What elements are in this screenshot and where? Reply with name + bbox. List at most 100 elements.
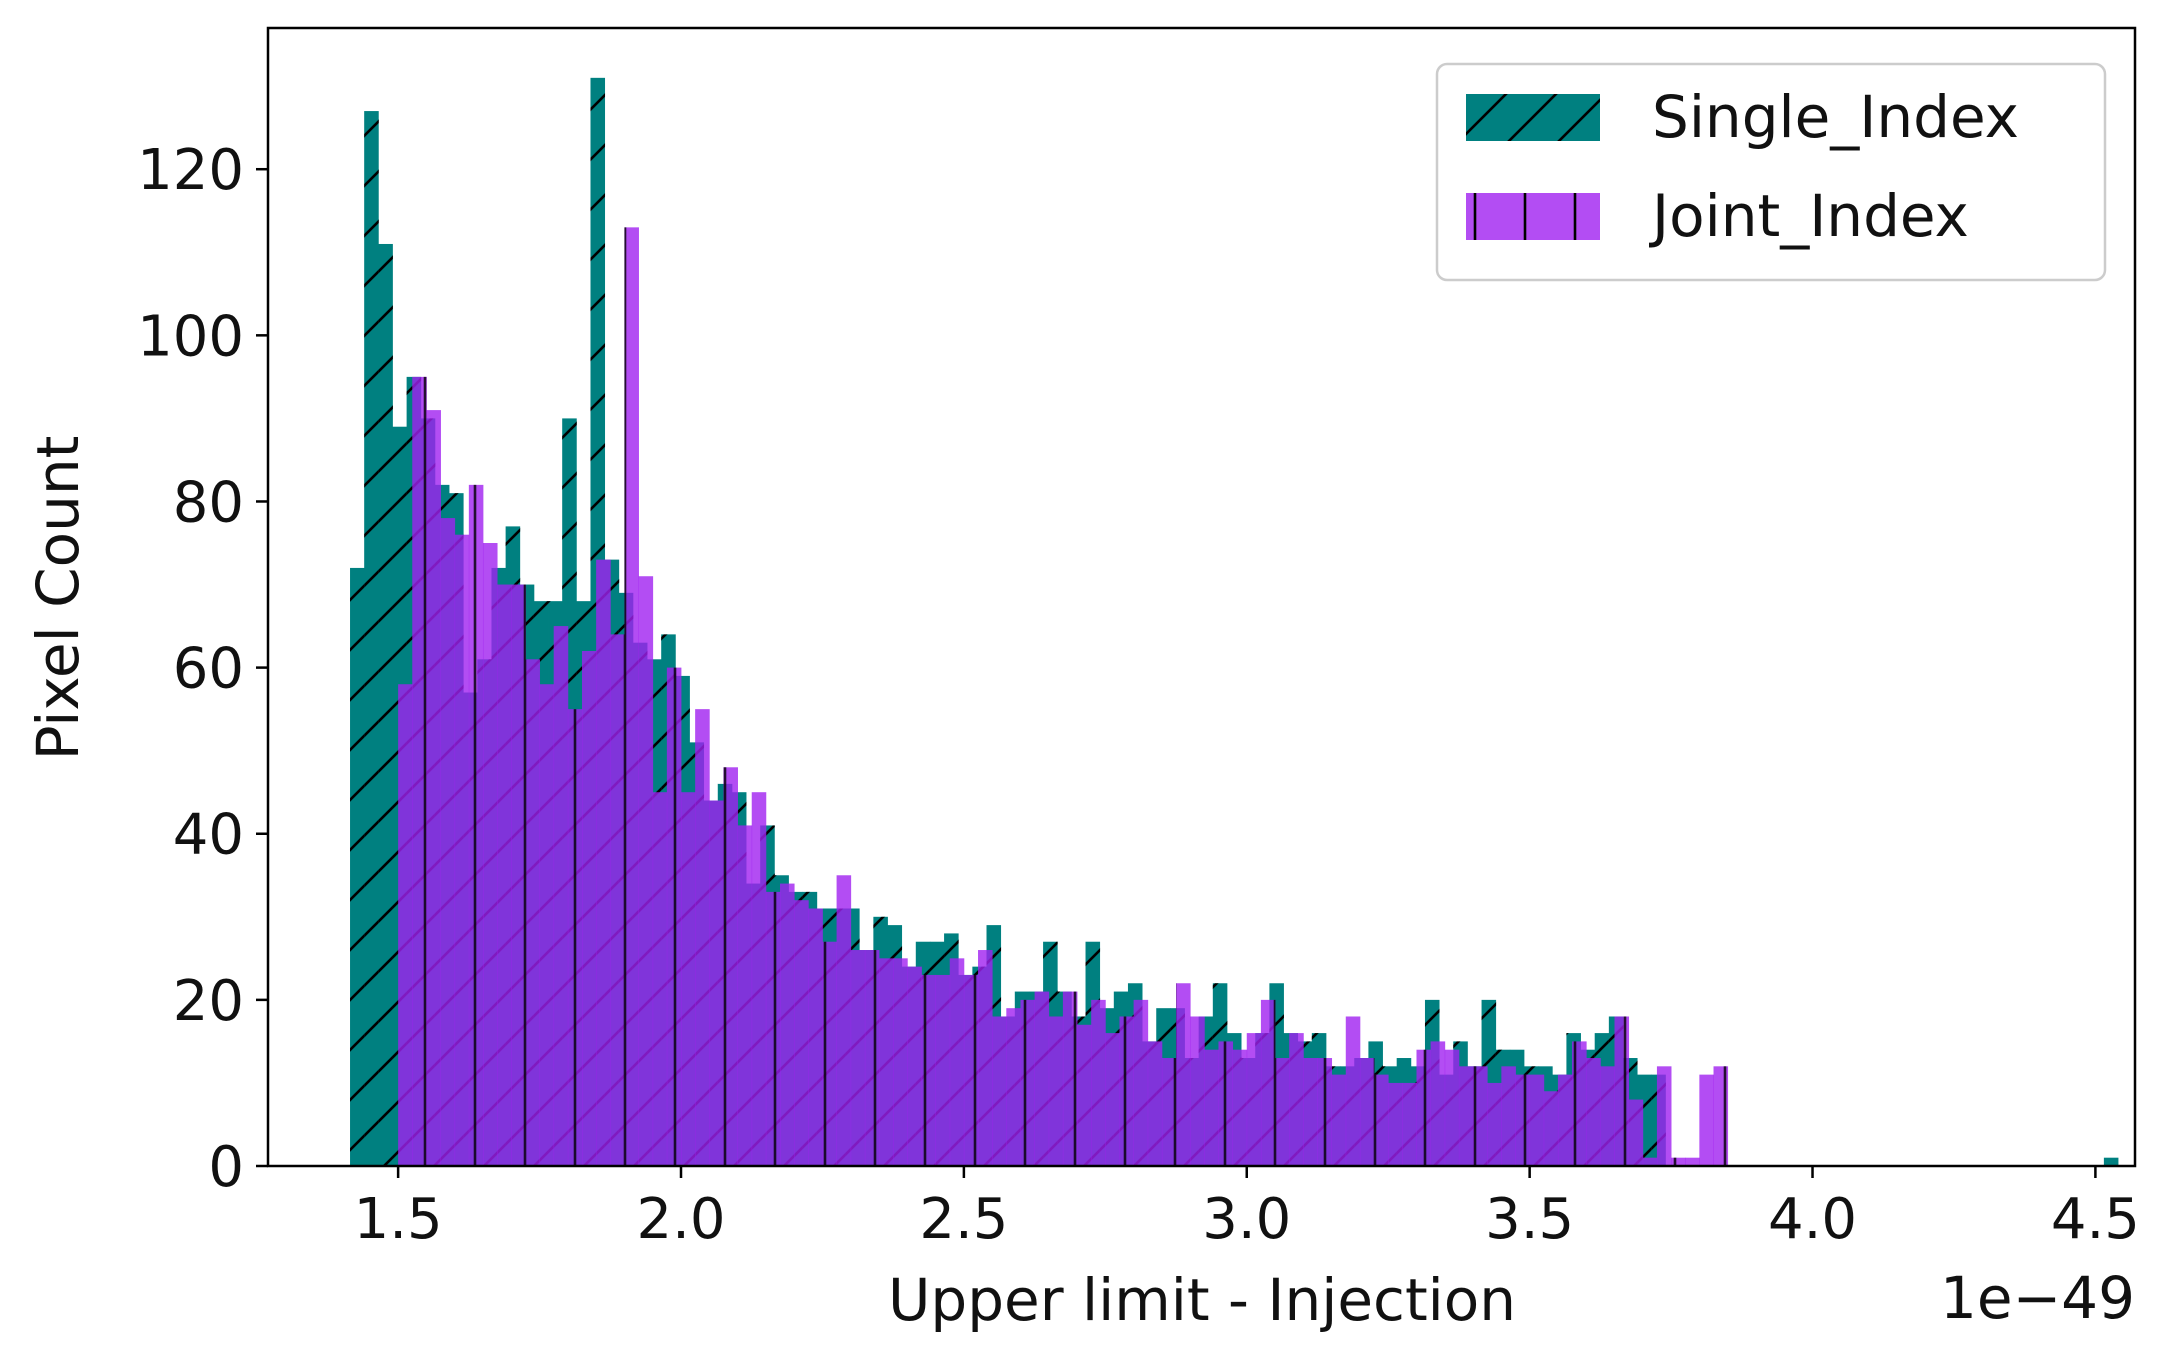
- bar-hatch-joint-index: [1473, 1066, 1488, 1166]
- bar-hatch-joint-index: [1572, 1041, 1587, 1166]
- x-tick-label: 3.5: [1485, 1187, 1574, 1252]
- bar-hatch-joint-index: [1246, 1033, 1262, 1166]
- legend-hatch-joint-index: [1466, 193, 1600, 240]
- bar-hatch-joint-index: [1458, 1066, 1474, 1166]
- x-tick-label: 4.5: [2051, 1187, 2140, 1252]
- bar-hatch-joint-index: [596, 559, 611, 1166]
- bar-hatch-joint-index: [1275, 1058, 1290, 1166]
- bar-hatch-joint-index: [1628, 1099, 1644, 1166]
- bar-hatch-joint-index: [1091, 999, 1106, 1166]
- x-tick-label: 3.0: [1202, 1187, 1291, 1252]
- bar-hatch-joint-index: [1331, 1074, 1347, 1166]
- legend: Single_Index Joint_Index: [1435, 62, 2107, 282]
- legend-label-single-index: Single_Index: [1652, 83, 2019, 151]
- bar-hatch-joint-index: [681, 792, 696, 1166]
- x-axis-label: Upper limit - Injection: [888, 1266, 1516, 1334]
- y-tick-label: 0: [208, 1135, 244, 1200]
- bar-hatch-joint-index: [1204, 1049, 1219, 1166]
- bar-hatch-joint-index: [539, 684, 555, 1166]
- bar-hatch-joint-index: [1416, 1049, 1432, 1166]
- bar-hatch-joint-index: [1614, 1016, 1630, 1166]
- bar-hatch-joint-index: [1006, 1008, 1021, 1166]
- bar-hatch-joint-index: [1374, 1074, 1389, 1166]
- bar-hatch-joint-index: [1543, 1091, 1559, 1166]
- bar-hatch-joint-index: [482, 543, 498, 1166]
- bar-hatch-joint-index: [1345, 1016, 1361, 1166]
- bar-hatch-joint-index: [666, 667, 682, 1166]
- bar-hatch-joint-index: [525, 659, 540, 1166]
- bar-hatch-joint-index: [1501, 1066, 1516, 1166]
- x-tick-label: 2.5: [919, 1187, 1008, 1252]
- bar-hatch-joint-index: [1713, 1066, 1729, 1166]
- bar-hatch-joint-index: [794, 900, 809, 1166]
- y-tick-label: 40: [173, 803, 244, 868]
- bar-hatch-joint-index: [978, 950, 993, 1166]
- bar-hatch-joint-index: [935, 974, 951, 1166]
- bar-hatch-joint-index: [1105, 1033, 1120, 1166]
- bar-hatch-joint-index: [1176, 983, 1191, 1166]
- series-joint-index: [398, 227, 1729, 1167]
- y-tick-label: 100: [137, 304, 244, 369]
- bar-hatch-joint-index: [1557, 1074, 1573, 1166]
- bar-hatch-joint-index: [454, 534, 470, 1166]
- bar-hatch-joint-index: [511, 584, 526, 1166]
- bar-hatch-joint-index: [1062, 991, 1078, 1166]
- bar-hatch-joint-index: [695, 709, 710, 1166]
- bar-hatch-joint-index: [751, 792, 767, 1166]
- bar-hatch-joint-index: [737, 825, 753, 1166]
- bar-hatch-joint-index: [1699, 1074, 1714, 1166]
- bar-hatch-joint-index: [1430, 1041, 1446, 1166]
- bar-hatch-single-index: [350, 567, 365, 1166]
- bar-hatch-joint-index: [1133, 999, 1149, 1166]
- bar-hatch-joint-index: [1402, 1082, 1417, 1166]
- y-tick-label: 60: [173, 637, 244, 702]
- bar-hatch-joint-index: [709, 800, 724, 1166]
- bar-hatch-joint-index: [1232, 1049, 1248, 1166]
- y-tick-label: 120: [137, 138, 244, 203]
- bar-hatch-joint-index: [963, 974, 979, 1166]
- y-axis: 0 20 40 60 80 100 120: [137, 138, 268, 1200]
- bar-hatch-joint-index: [907, 966, 922, 1166]
- bar-hatch-joint-index: [1119, 1016, 1135, 1166]
- bar-hatch-joint-index: [553, 626, 569, 1166]
- bar-hatch-joint-index: [864, 950, 880, 1166]
- bar-hatch-joint-index: [1048, 1016, 1064, 1166]
- x-tick-label: 4.0: [1768, 1187, 1857, 1252]
- bar-hatch-joint-index: [440, 518, 456, 1166]
- bar-hatch-single-index: [2103, 1157, 2119, 1166]
- bar-hatch-joint-index: [398, 684, 413, 1166]
- bar-hatch-joint-index: [1303, 1058, 1318, 1166]
- bar-hatch-joint-index: [567, 709, 583, 1166]
- bar-hatch-joint-index: [1515, 1074, 1531, 1166]
- bar-hatch-joint-index: [652, 792, 668, 1166]
- bar-hatch-joint-index: [879, 958, 894, 1166]
- y-axis-label: Pixel Count: [24, 436, 92, 761]
- bar-hatch-joint-index: [1190, 1016, 1205, 1166]
- bar-hatch-joint-index: [1161, 1058, 1177, 1166]
- y-tick-label: 20: [173, 969, 244, 1034]
- legend-box: [1435, 62, 2107, 282]
- bar-hatch-joint-index: [1077, 1024, 1092, 1166]
- bar-hatch-joint-index: [780, 883, 795, 1166]
- bar-hatch-joint-index: [836, 875, 852, 1166]
- bar-hatch-joint-index: [426, 410, 441, 1167]
- bar-hatch-joint-index: [992, 1016, 1007, 1166]
- bar-hatch-joint-index: [1388, 1082, 1403, 1166]
- bar-hatch-single-index: [378, 243, 393, 1166]
- bar-hatch-joint-index: [1671, 1157, 1686, 1166]
- bar-hatch-joint-index: [1642, 1157, 1658, 1166]
- bar-hatch-joint-index: [497, 584, 512, 1166]
- bar-hatch-joint-index: [1685, 1157, 1700, 1166]
- bar-hatch-joint-index: [1529, 1074, 1545, 1166]
- x-tick-label: 2.0: [636, 1187, 725, 1252]
- bar-hatch-joint-index: [765, 891, 781, 1166]
- bar-hatch-joint-index: [412, 376, 427, 1166]
- bar-hatch-joint-index: [921, 974, 936, 1166]
- x-axis: 1.5 2.0 2.5 3.0 3.5 4.0 4.5: [354, 1166, 2140, 1252]
- bar-hatch-joint-index: [1147, 1041, 1163, 1166]
- x-tick-label: 1.5: [354, 1187, 443, 1252]
- bar-hatch-joint-index: [1317, 1058, 1333, 1166]
- legend-label-joint-index: Joint_Index: [1649, 182, 1969, 250]
